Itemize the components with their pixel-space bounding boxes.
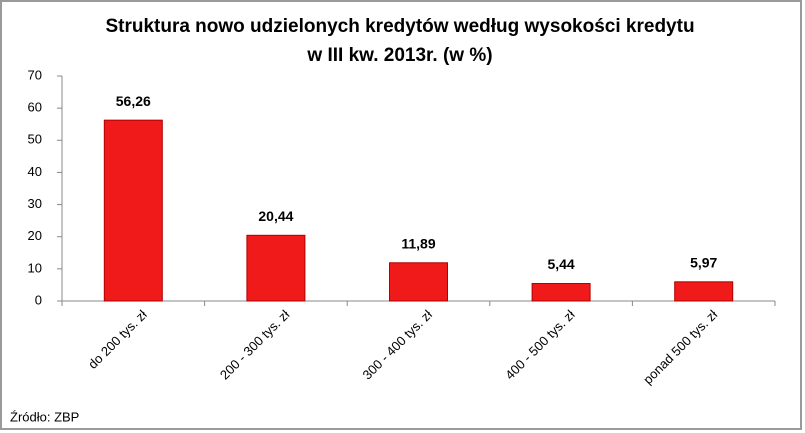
y-tick-label: 50 [28,132,42,147]
y-tick-label: 30 [28,196,42,211]
value-label: 11,89 [401,235,435,251]
value-label: 5,97 [690,255,717,271]
chart-title: Struktura nowo udzielonych kredytów wedł… [105,16,694,37]
value-label: 20,44 [258,208,293,224]
chart-title: w III kw. 2013r. (w %) [306,45,492,66]
y-tick-label: 70 [28,67,42,82]
y-tick-label: 10 [28,260,42,275]
source-note: Źródło: ZBP [10,409,79,424]
y-tick-label: 0 [35,292,42,307]
value-label: 56,26 [116,93,151,109]
bar [246,234,306,302]
bar [103,119,163,302]
y-tick-label: 60 [28,100,42,115]
value-label: 5,44 [547,256,574,272]
bar [531,283,591,302]
bar [674,281,734,302]
y-tick-label: 20 [28,228,42,243]
bar [389,262,448,302]
y-tick-label: 40 [28,164,42,179]
